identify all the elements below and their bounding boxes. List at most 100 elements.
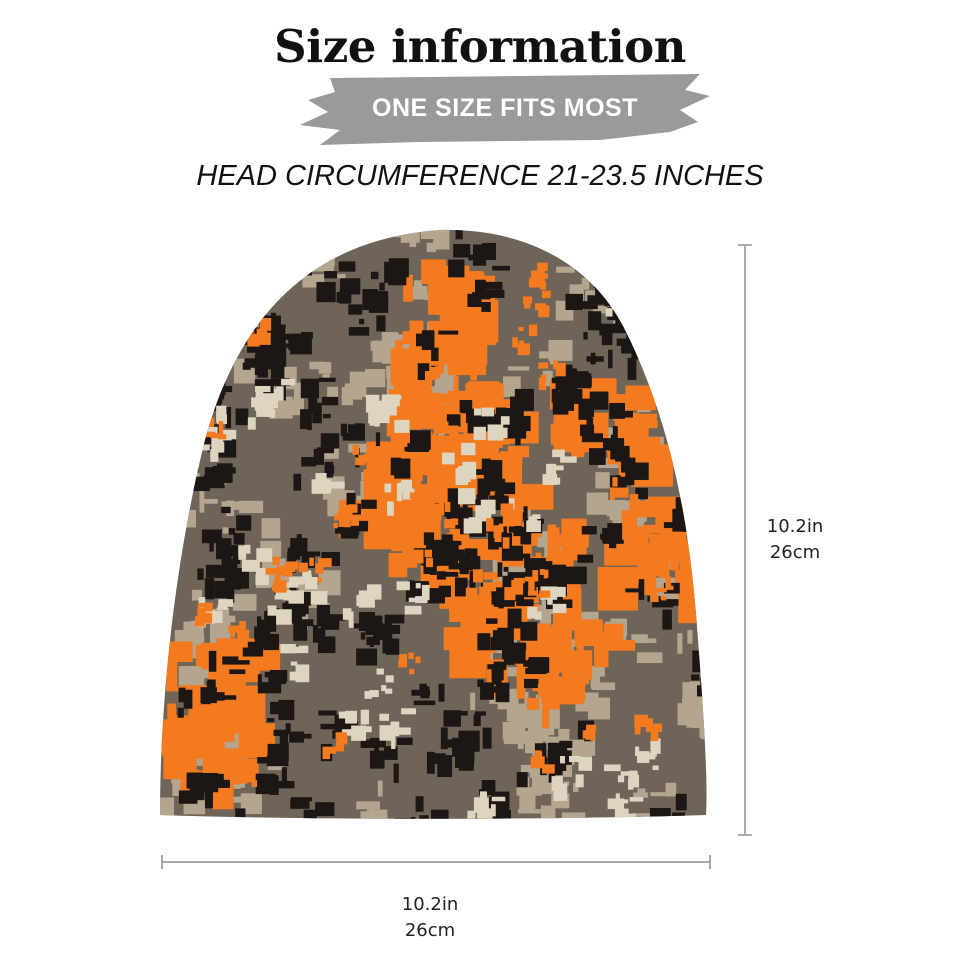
- camo-patch: [541, 626, 567, 653]
- camo-patch: [349, 371, 367, 398]
- camo-patch: [256, 548, 273, 562]
- camo-patch: [520, 527, 532, 545]
- camo-patch: [172, 326, 188, 351]
- camo-patch: [239, 500, 264, 514]
- camo-patch: [573, 782, 579, 792]
- camo-patch: [376, 315, 386, 332]
- camo-patch: [170, 409, 185, 431]
- camo-patch: [663, 522, 680, 529]
- camo-patch: [393, 763, 399, 783]
- camo-patch: [455, 229, 463, 240]
- camo-patch: [383, 746, 398, 760]
- camo-patch: [415, 583, 421, 589]
- camo-patch: [161, 496, 172, 515]
- camo-patch: [481, 779, 496, 795]
- camo-patch: [394, 818, 412, 819]
- camo-patch: [438, 585, 451, 597]
- camo-patch: [293, 619, 314, 627]
- camo-patch: [206, 426, 218, 437]
- camo-patch: [685, 380, 702, 390]
- camo-patch: [684, 431, 694, 439]
- camo-patch: [183, 621, 193, 642]
- camo-patch: [612, 408, 622, 414]
- camo-patch: [425, 557, 433, 568]
- camo-patch: [160, 247, 171, 261]
- camo-patch: [421, 339, 435, 345]
- camo-patch: [227, 581, 235, 603]
- camo-patch: [365, 369, 386, 388]
- camo-patch: [197, 568, 204, 580]
- camo-patch: [190, 229, 207, 237]
- camo-patch: [518, 809, 541, 814]
- camo-patch: [241, 559, 260, 572]
- camo-patch: [253, 268, 263, 276]
- camo-patch: [299, 645, 309, 654]
- camo-patch: [222, 545, 238, 557]
- camo-patch: [517, 742, 524, 750]
- camo-patch: [581, 526, 597, 535]
- camo-patch: [454, 747, 474, 768]
- camo-patch: [345, 826, 365, 851]
- camo-patch: [624, 401, 653, 411]
- camo-patch: [171, 243, 187, 255]
- camo-patch: [211, 779, 230, 788]
- camo-patch: [322, 747, 331, 760]
- camo-patch: [409, 492, 416, 500]
- camo-patch: [426, 751, 435, 774]
- camo-patch: [352, 444, 360, 455]
- camo-patch: [472, 244, 487, 266]
- camo-patch: [632, 813, 652, 819]
- camo-patch: [410, 817, 416, 819]
- camo-patch: [617, 799, 629, 804]
- camo-patch: [212, 319, 221, 340]
- camo-patch: [470, 357, 477, 381]
- camo-patch: [665, 585, 674, 590]
- camo-patch: [462, 500, 468, 521]
- camo-patch: [387, 501, 394, 516]
- camo-patch: [301, 331, 313, 339]
- camo-patch: [424, 549, 432, 558]
- camo-patch: [603, 623, 624, 642]
- camo-patch: [590, 665, 601, 689]
- camo-patch: [379, 282, 385, 291]
- camo-patch: [480, 499, 496, 515]
- camo-patch: [487, 664, 507, 670]
- camo-patch: [448, 259, 465, 278]
- camo-patch: [366, 636, 380, 646]
- camo-patch: [390, 721, 400, 737]
- camo-patch: [637, 751, 650, 763]
- camo-patch: [382, 639, 396, 654]
- camo-patch: [235, 408, 249, 426]
- camo-patch: [503, 667, 526, 677]
- camo-patch: [645, 265, 657, 287]
- camo-patch: [408, 652, 414, 660]
- camo-patch: [593, 271, 614, 276]
- camo-patch: [211, 741, 225, 750]
- camo-patch: [260, 253, 280, 273]
- camo-patch: [423, 532, 435, 546]
- camo-patch: [370, 271, 379, 280]
- camo-patch: [463, 585, 470, 621]
- camo-patch: [627, 357, 637, 380]
- camo-patch: [260, 619, 271, 630]
- camo-patch: [421, 348, 432, 371]
- camo-patch: [330, 274, 346, 279]
- camo-patch: [184, 476, 203, 491]
- camo-patch: [579, 424, 595, 436]
- camo-patch: [638, 579, 645, 600]
- camo-patch: [532, 514, 541, 520]
- camo-patch: [629, 312, 638, 328]
- camo-patch: [626, 339, 635, 353]
- camo-patch: [222, 656, 239, 665]
- camo-patch: [483, 582, 497, 592]
- camo-patch: [354, 423, 365, 435]
- camo-patch: [222, 350, 231, 359]
- camo-patch: [605, 308, 613, 317]
- camo-patch: [625, 813, 636, 819]
- camo-patch: [651, 340, 661, 349]
- camo-patch: [670, 318, 690, 335]
- camo-patch: [186, 772, 203, 789]
- camo-patch: [195, 284, 216, 305]
- camo-patch: [309, 361, 327, 370]
- camo-patch: [722, 261, 743, 269]
